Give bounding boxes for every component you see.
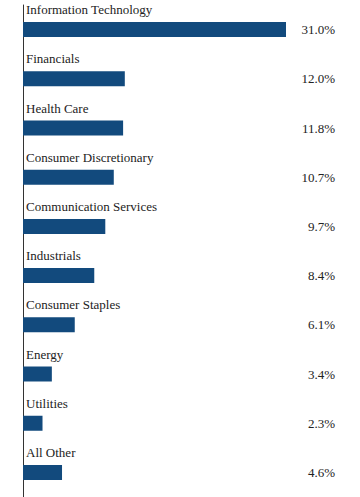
svg-text:Financials: Financials: [26, 51, 79, 66]
svg-text:Consumer Staples: Consumer Staples: [26, 297, 120, 312]
svg-text:3.4%: 3.4%: [308, 367, 335, 382]
svg-text:Energy: Energy: [26, 347, 64, 362]
svg-text:Utilities: Utilities: [26, 396, 68, 411]
svg-text:10.7%: 10.7%: [301, 170, 335, 185]
svg-text:11.8%: 11.8%: [302, 121, 335, 136]
svg-text:Industrials: Industrials: [26, 248, 81, 263]
svg-text:Consumer Discretionary: Consumer Discretionary: [26, 150, 154, 165]
svg-text:8.4%: 8.4%: [308, 268, 335, 283]
svg-text:Information Technology: Information Technology: [26, 2, 153, 17]
svg-text:Health Care: Health Care: [26, 101, 89, 116]
svg-text:2.3%: 2.3%: [308, 416, 335, 431]
svg-text:31.0%: 31.0%: [301, 22, 335, 37]
svg-text:Communication Services: Communication Services: [26, 199, 157, 214]
svg-text:6.1%: 6.1%: [308, 317, 335, 332]
svg-text:9.7%: 9.7%: [308, 219, 335, 234]
svg-text:12.0%: 12.0%: [301, 71, 335, 86]
svg-text:4.6%: 4.6%: [308, 465, 335, 480]
svg-text:All Other: All Other: [26, 445, 76, 460]
